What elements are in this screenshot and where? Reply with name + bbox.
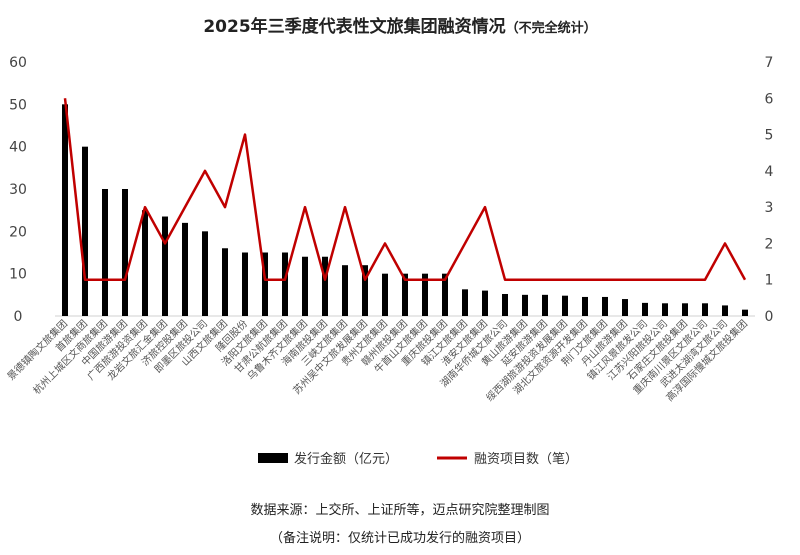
bar — [662, 303, 668, 316]
left-tick-label: 30 — [9, 182, 27, 198]
bar — [62, 104, 68, 316]
right-tick-label: 0 — [765, 309, 774, 325]
bar — [282, 252, 288, 316]
left-tick-label: 10 — [9, 267, 27, 283]
right-axis-ticks: 0 1 2 3 4 5 6 7 — [765, 55, 774, 325]
legend-bar-swatch — [258, 453, 288, 463]
bar — [722, 305, 728, 316]
right-tick-label: 3 — [765, 200, 774, 216]
bar — [182, 222, 188, 316]
bar — [402, 273, 408, 316]
bar — [162, 216, 168, 316]
right-tick-label: 2 — [765, 236, 774, 252]
left-axis-ticks: 0 10 20 30 40 50 60 — [9, 55, 27, 325]
bar — [702, 303, 708, 316]
bar — [642, 302, 648, 316]
bar — [502, 293, 508, 316]
left-tick-label: 40 — [9, 140, 27, 156]
bar — [222, 248, 228, 316]
category-labels: 景德镇陶文旅集团首旅集团杭州上城区文商旅集团中国旅游集团广西旅游投资集团龙岩文旅… — [4, 317, 750, 404]
right-tick-label: 5 — [765, 128, 774, 144]
chart-title-suffix: （不完全统计） — [506, 20, 597, 36]
left-tick-label: 20 — [9, 224, 27, 240]
right-tick-label: 1 — [765, 273, 774, 289]
bar-series — [62, 104, 748, 316]
bar — [562, 295, 568, 316]
legend-bar-label: 发行金额（亿元） — [294, 451, 398, 467]
bar — [462, 289, 468, 316]
bar — [262, 252, 268, 316]
bar — [302, 256, 308, 316]
bar — [382, 273, 388, 316]
bar — [342, 265, 348, 316]
bar — [602, 296, 608, 316]
bar — [82, 146, 88, 316]
bar — [422, 273, 428, 316]
chart-title: 2025年三季度代表性文旅集团融资情况（不完全统计） — [203, 16, 596, 37]
bar — [102, 189, 108, 316]
chart-title-main: 2025年三季度代表性文旅集团融资情况 — [203, 16, 505, 37]
right-tick-label: 6 — [765, 91, 774, 107]
bar — [142, 210, 148, 316]
bar — [482, 290, 488, 316]
footer-source: 数据来源：上交所、上证所等，迈点研究院整理制图 — [250, 502, 549, 518]
right-tick-label: 7 — [765, 55, 774, 71]
bar — [242, 252, 248, 316]
footer-note: （备注说明：仅统计已成功发行的融资项目） — [270, 530, 530, 546]
bar — [202, 231, 208, 316]
bar — [122, 189, 128, 316]
left-tick-label: 60 — [9, 55, 27, 71]
bar — [622, 299, 628, 316]
line-series — [63, 98, 747, 281]
bar — [322, 256, 328, 316]
bar — [522, 294, 528, 316]
right-tick-label: 4 — [765, 164, 774, 180]
legend: 发行金额（亿元） 融资项目数（笔） — [258, 451, 578, 467]
bar — [362, 265, 368, 316]
bar — [582, 296, 588, 316]
left-tick-label: 50 — [9, 97, 27, 113]
legend-line-label: 融资项目数（笔） — [474, 451, 578, 467]
left-tick-label: 0 — [14, 309, 23, 325]
bar — [742, 309, 748, 316]
bar — [442, 273, 448, 316]
bar — [682, 303, 688, 316]
bar — [542, 294, 548, 316]
